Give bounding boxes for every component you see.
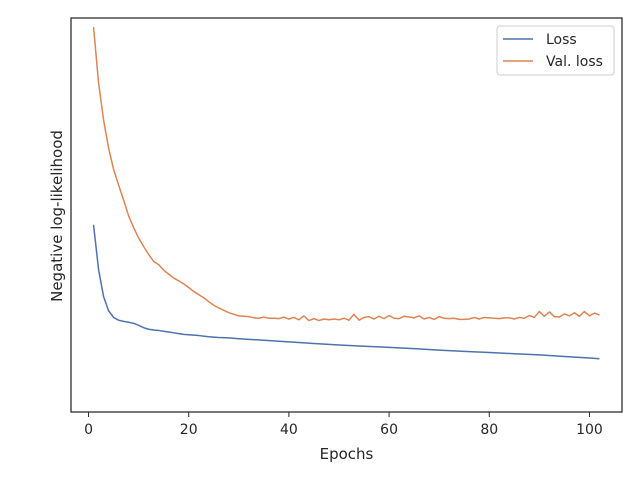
x-tick-label: 80 — [480, 422, 498, 438]
legend-label-loss: Loss — [546, 32, 577, 48]
axes-frame — [70, 17, 623, 413]
x-tick-label: 20 — [180, 422, 198, 438]
legend-label-val-loss: Val. loss — [546, 54, 603, 70]
x-tick-label: 60 — [380, 422, 398, 438]
plot-area — [92, 26, 600, 360]
legend: Loss Val. loss — [496, 25, 615, 76]
series-line-loss — [92, 224, 600, 360]
y-axis-label: Negative log-likelihood — [48, 130, 66, 302]
x-tick-label: 40 — [280, 422, 298, 438]
x-axis-label: Epochs — [320, 445, 374, 463]
x-axis: 0 20 40 60 80 100 — [84, 412, 603, 438]
series-line-val-loss — [92, 26, 600, 322]
x-tick-label: 0 — [84, 422, 93, 438]
x-tick-label: 100 — [576, 422, 603, 438]
